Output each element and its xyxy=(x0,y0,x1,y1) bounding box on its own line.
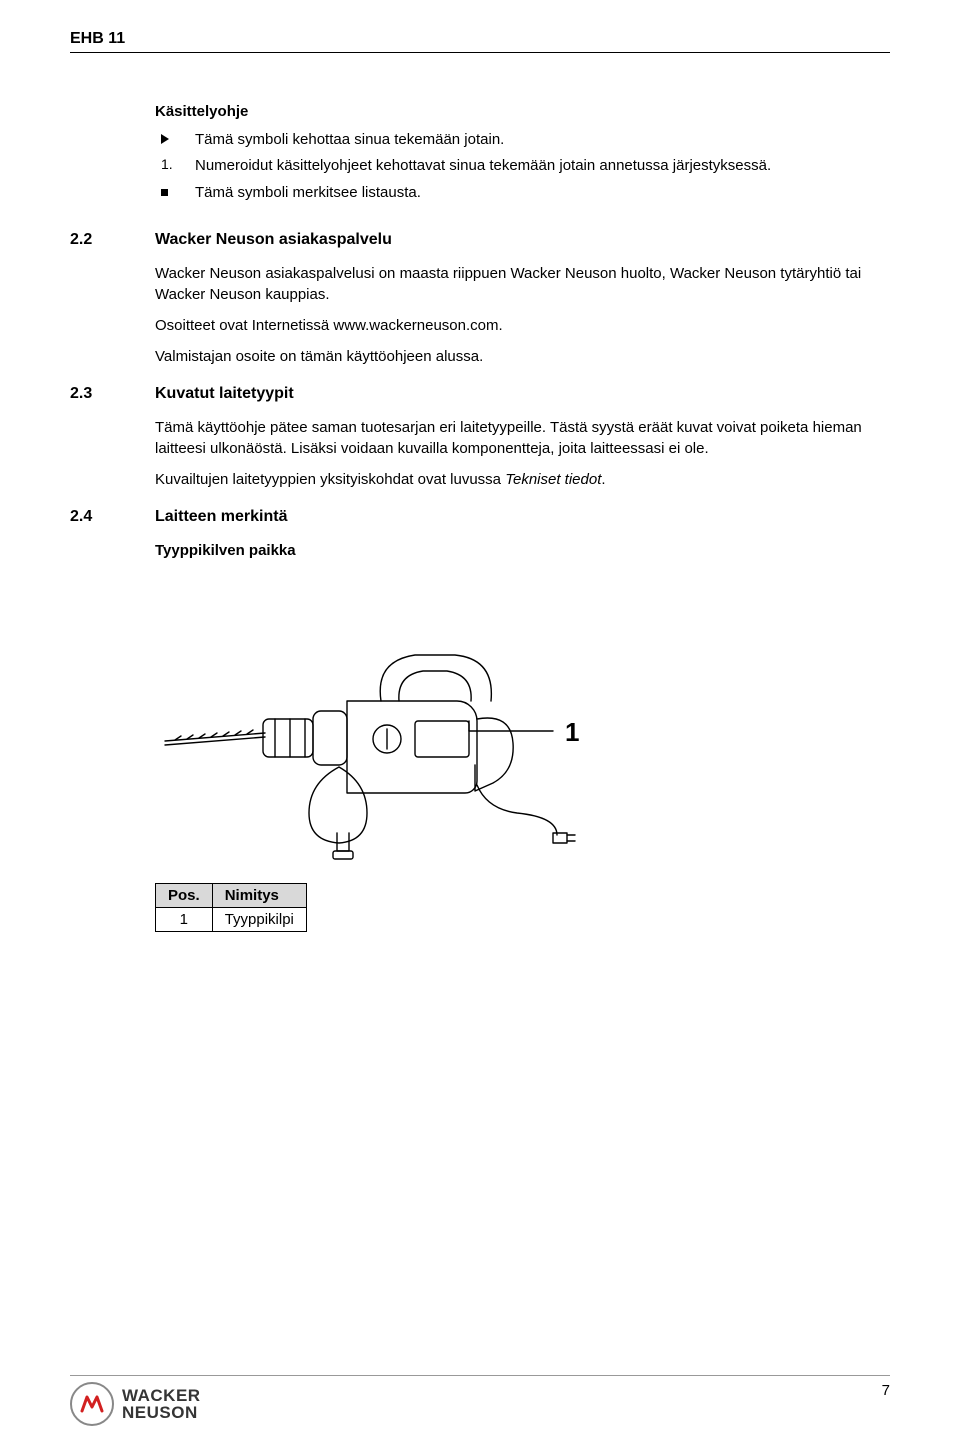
table-cell: Tyyppikilpi xyxy=(212,907,306,931)
para-prefix: Kuvailtujen laitetyyppien yksityiskohdat… xyxy=(155,471,505,488)
table-header-row: Pos. Nimitys xyxy=(156,883,307,907)
brand-logo: WACKER NEUSON xyxy=(70,1382,201,1426)
logo-text: WACKER NEUSON xyxy=(122,1387,201,1421)
section-heading: 2.2 Wacker Neuson asiakaspalvelu xyxy=(70,231,890,249)
heading-title: Laitteen merkintä xyxy=(155,508,287,526)
page-content: EHB 11 Käsittelyohje Tämä symboli kehott… xyxy=(0,0,960,932)
subheading: Tyyppikilven paikka xyxy=(155,540,875,561)
table-header-cell: Pos. xyxy=(156,883,213,907)
number-marker: 1. xyxy=(155,156,195,172)
table-row: 1 Tyyppikilpi xyxy=(156,907,307,931)
instruction-item: Tämä symboli kehottaa sinua tekemään jot… xyxy=(155,130,890,150)
page-footer: WACKER NEUSON 7 xyxy=(0,1375,960,1426)
device-diagram: 1 xyxy=(155,581,890,865)
position-table: Pos. Nimitys 1 Tyyppikilpi xyxy=(155,883,307,932)
heading-number: 2.3 xyxy=(70,385,155,403)
body-paragraph: Wacker Neuson asiakaspalvelusi on maasta… xyxy=(155,263,875,305)
section-heading: 2.4 Laitteen merkintä xyxy=(70,508,890,526)
body-paragraph: Tämä käyttöohje pätee saman tuotesarjan … xyxy=(155,417,875,459)
heading-number: 2.2 xyxy=(70,231,155,249)
table-cell: 1 xyxy=(156,907,213,931)
section-heading: 2.3 Kuvatut laitetyypit xyxy=(70,385,890,403)
square-marker-icon xyxy=(155,183,195,199)
page-number: 7 xyxy=(882,1382,890,1399)
para-italic: Tekniset tiedot xyxy=(505,471,601,488)
body-paragraph: Valmistajan osoite on tämän käyttöohjeen… xyxy=(155,346,875,367)
table-header-cell: Nimitys xyxy=(212,883,306,907)
instructions-title: Käsittelyohje xyxy=(155,103,890,120)
instruction-item: Tämä symboli merkitsee listausta. xyxy=(155,183,890,203)
triangle-marker-icon xyxy=(155,130,195,147)
logo-line2: NEUSON xyxy=(122,1404,201,1421)
logo-emblem-icon xyxy=(70,1382,114,1426)
instructions-block: Käsittelyohje Tämä symboli kehottaa sinu… xyxy=(155,103,890,203)
instruction-item: 1. Numeroidut käsittelyohjeet kehottavat… xyxy=(155,156,890,176)
para-suffix: . xyxy=(601,471,605,488)
heading-title: Kuvatut laitetyypit xyxy=(155,385,294,403)
instruction-text: Numeroidut käsittelyohjeet kehottavat si… xyxy=(195,156,890,176)
heading-title: Wacker Neuson asiakaspalvelu xyxy=(155,231,392,249)
heading-number: 2.4 xyxy=(70,508,155,526)
logo-line1: WACKER xyxy=(122,1387,201,1404)
instruction-text: Tämä symboli merkitsee listausta. xyxy=(195,183,890,203)
body-paragraph: Kuvailtujen laitetyyppien yksityiskohdat… xyxy=(155,469,875,490)
body-paragraph: Osoitteet ovat Internetissä www.wackerne… xyxy=(155,315,875,336)
callout-number: 1 xyxy=(565,717,579,747)
instruction-text: Tämä symboli kehottaa sinua tekemään jot… xyxy=(195,130,890,150)
drill-illustration: 1 xyxy=(155,581,635,861)
document-header: EHB 11 xyxy=(70,30,890,53)
